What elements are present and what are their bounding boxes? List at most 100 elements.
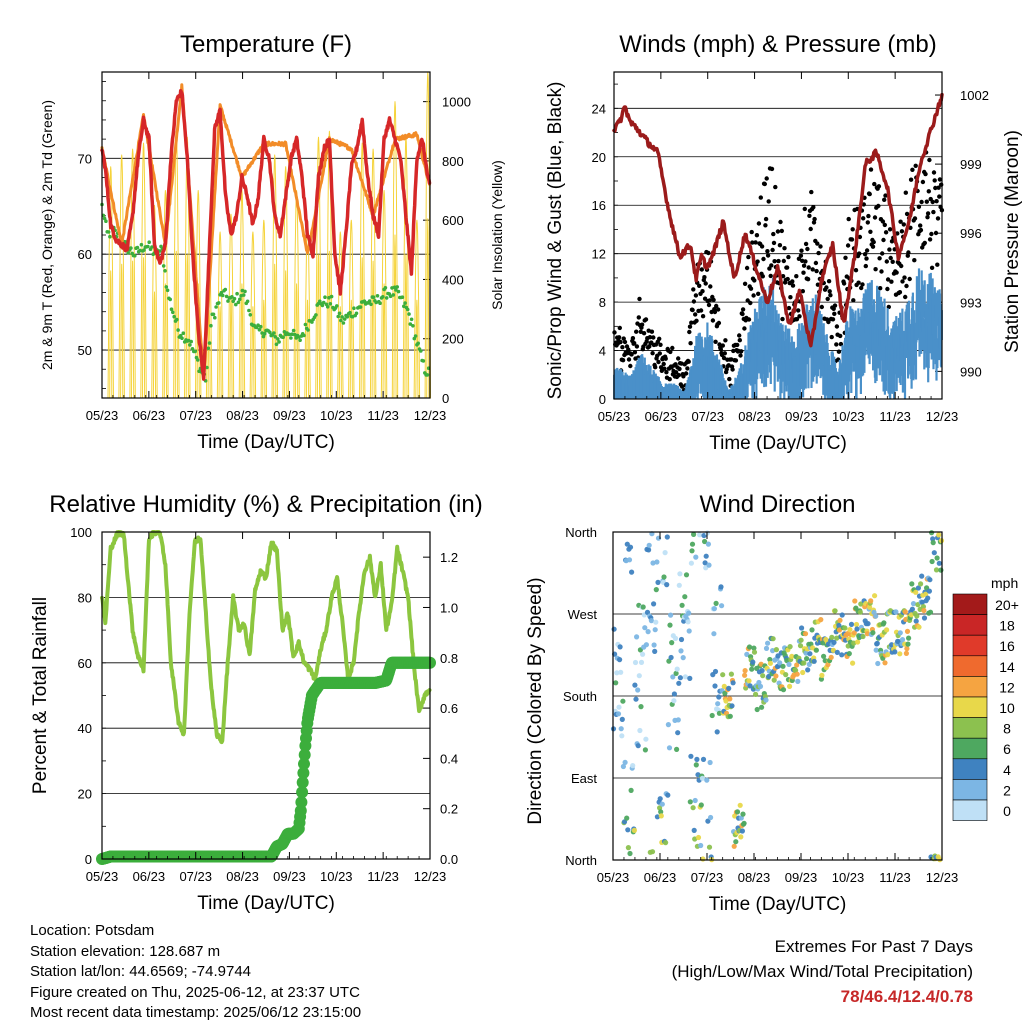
gust-point <box>686 359 691 364</box>
insolation-spike <box>306 299 310 399</box>
gust-point <box>872 215 878 220</box>
precip-point <box>295 796 308 809</box>
y-tick-label: 16 <box>592 198 606 213</box>
gust-point <box>803 259 808 264</box>
direction-point <box>620 698 626 704</box>
x-tick-label: 08/23 <box>738 409 771 424</box>
insolation-spike <box>426 218 430 399</box>
gust-point <box>691 299 697 304</box>
gust-point <box>933 185 938 191</box>
direction-point <box>615 711 622 717</box>
x-tick-label: 12/23 <box>926 409 959 424</box>
gust-point <box>903 294 908 300</box>
gust-point <box>794 274 799 279</box>
y-tick-label: 100 <box>70 525 92 540</box>
y-tick-label: 80 <box>78 590 92 605</box>
gust-point <box>867 191 872 197</box>
direction-point <box>830 647 837 653</box>
gust-point <box>733 358 739 363</box>
direction-point <box>642 747 649 753</box>
gust-point <box>889 239 895 244</box>
gust-point <box>634 344 640 349</box>
gust-point <box>738 353 743 358</box>
dewpoint-point <box>358 305 363 309</box>
dewpoint-point <box>234 302 238 307</box>
dewpoint-point <box>291 328 296 333</box>
gust-point <box>763 223 768 228</box>
dewpoint-point <box>383 286 388 290</box>
gust-point <box>710 318 716 323</box>
direction-point <box>712 668 719 675</box>
chart-title: Temperature (F) <box>180 31 352 58</box>
colorbar-label: 4 <box>1003 762 1011 778</box>
insolation-pulse <box>315 136 322 399</box>
direction-point <box>842 625 848 631</box>
direction-point <box>709 712 715 719</box>
dewpoint-point <box>176 328 180 332</box>
direction-point <box>756 679 762 686</box>
gust-point <box>713 339 718 344</box>
gust-point <box>851 298 856 303</box>
dewpoint-point <box>245 299 250 304</box>
colorbar-label: 20+ <box>995 597 1019 613</box>
dewpoint-point <box>274 342 279 347</box>
gust-point <box>744 265 750 271</box>
direction-point <box>770 636 776 642</box>
direction-point <box>836 627 843 633</box>
gust-point <box>742 281 748 286</box>
dewpoint-point <box>328 302 333 306</box>
direction-point <box>645 629 651 635</box>
direction-point <box>674 746 680 753</box>
direction-point <box>884 627 890 633</box>
gust-point <box>712 309 718 315</box>
direction-point <box>780 687 787 693</box>
colorbar-swatch <box>952 737 988 760</box>
direction-point <box>751 649 758 655</box>
direction-point <box>707 759 713 766</box>
direction-point <box>786 661 792 668</box>
direction-point <box>698 802 704 808</box>
figure-created: Figure created on Thu, 2025-06-12, at 23… <box>30 983 360 1001</box>
direction-point <box>668 612 674 618</box>
insolation-pulse <box>107 166 114 399</box>
pressure-line <box>612 92 944 348</box>
x-tick-label: 07/23 <box>691 870 724 885</box>
direction-point <box>936 560 942 566</box>
gust-point <box>770 247 775 253</box>
direction-point <box>728 671 735 677</box>
direction-point <box>906 635 912 641</box>
gust-point <box>702 275 707 280</box>
insolation-pulse <box>326 130 333 399</box>
dewpoint-point <box>146 244 150 249</box>
gust-point <box>790 279 795 284</box>
gust-point <box>618 339 623 345</box>
direction-point <box>799 625 805 631</box>
x-tick-label: 08/23 <box>738 870 771 885</box>
extremes-block: Extremes For Past 7 Days (High/Low/Max W… <box>672 934 973 1009</box>
gust-point <box>778 219 783 225</box>
dewpoint-point <box>171 310 175 315</box>
direction-point <box>697 532 703 538</box>
dewpoint-point <box>276 337 280 341</box>
insolation-pulse <box>369 148 377 399</box>
gust-point <box>864 256 869 261</box>
dewpoint-point <box>205 365 209 370</box>
gust-point <box>801 263 807 268</box>
dewpoint-point <box>413 334 418 338</box>
colorbar-label: 16 <box>999 638 1015 654</box>
x-axis-label: Time (Day/UTC) <box>709 433 847 454</box>
direction-point <box>646 542 652 548</box>
direction-point <box>694 756 700 763</box>
gust-point <box>836 349 842 354</box>
x-tick-label: 05/23 <box>86 869 119 884</box>
direction-point <box>739 828 746 834</box>
y-tick-label: East <box>571 771 597 786</box>
direction-point <box>619 716 625 723</box>
gust-point <box>676 356 681 361</box>
station-location: Location: Potsdam <box>30 922 155 939</box>
dewpoint-point <box>224 294 229 299</box>
gust-point <box>727 376 732 382</box>
gust-point <box>691 287 696 292</box>
gust-point <box>826 319 831 325</box>
dewpoint-point <box>323 295 327 300</box>
